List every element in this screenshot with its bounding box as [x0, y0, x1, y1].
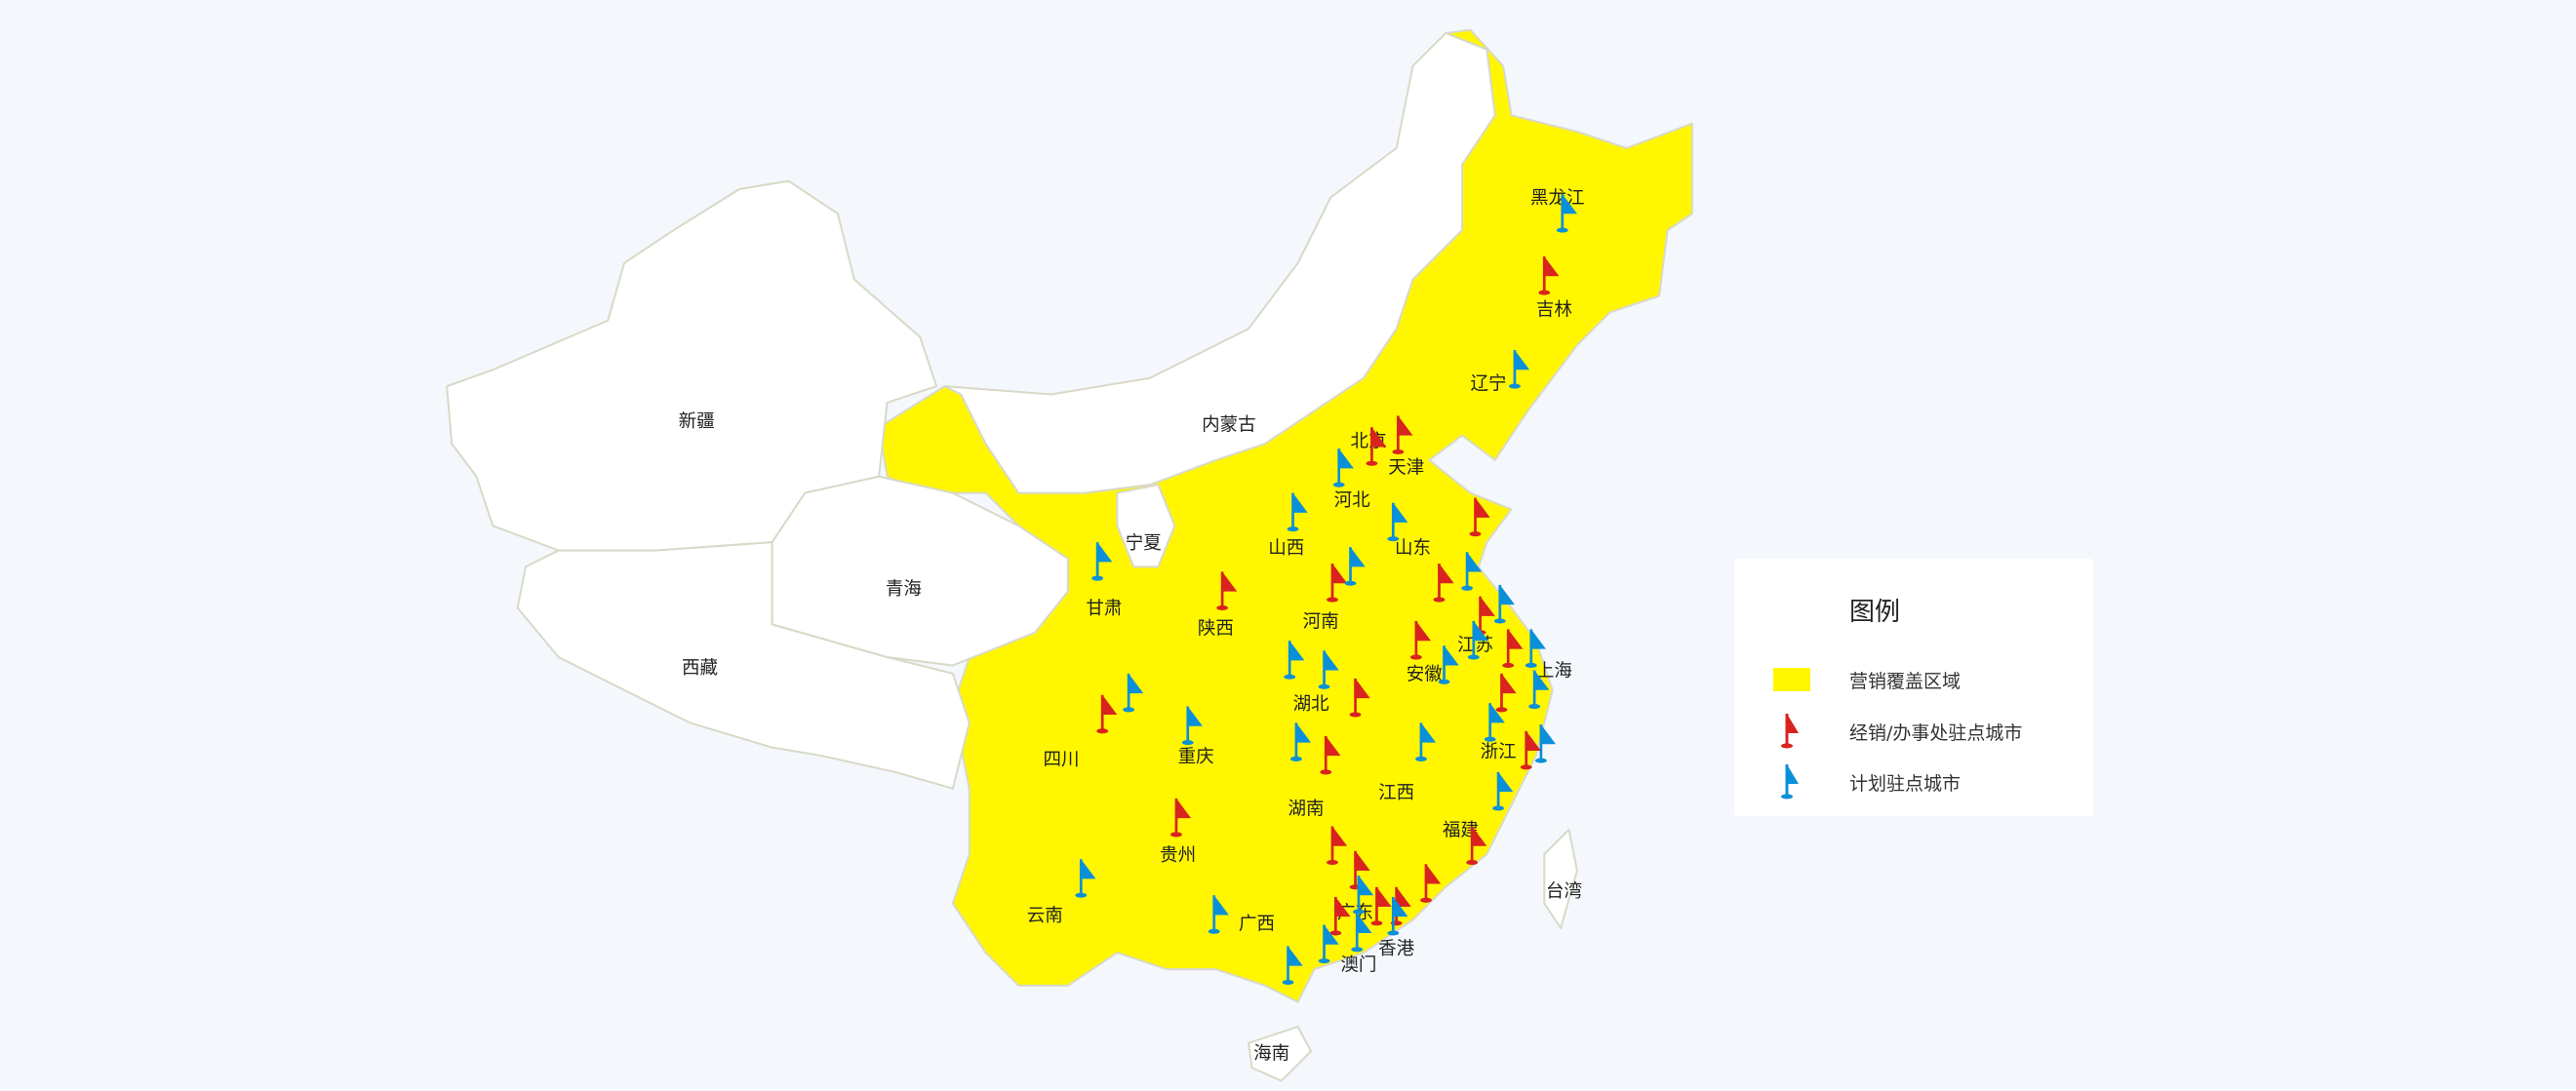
legend-title: 图例	[1849, 598, 1901, 627]
province-label: 贵州	[1160, 845, 1196, 866]
province-label: 安徽	[1407, 665, 1444, 685]
province-label: 海南	[1253, 1044, 1289, 1065]
province-regions	[446, 28, 1693, 1082]
uncovered-region	[771, 475, 1069, 667]
legend: 图例 营销覆盖区域 经销/办事处驻点城市 计划驻点城市	[1734, 559, 2093, 816]
legend-item-planned: 计划驻点城市	[1773, 763, 1961, 800]
province-label: 宁夏	[1126, 533, 1162, 554]
red-flag-icon	[1469, 497, 1490, 537]
province-label: 吉林	[1536, 300, 1572, 321]
red-flag-icon	[1329, 896, 1351, 936]
blue-flag-icon	[1415, 722, 1437, 761]
province-label: 内蒙古	[1202, 415, 1256, 436]
city-flags	[1075, 194, 1577, 986]
province-label: 香港	[1378, 939, 1415, 959]
province-label: 辽宁	[1470, 373, 1506, 394]
province-label: 云南	[1027, 906, 1063, 926]
blue-flag-icon	[1332, 448, 1354, 487]
blue-flag-icon	[1282, 946, 1303, 986]
red-flag-icon	[1320, 735, 1341, 775]
uncovered-region	[446, 179, 938, 552]
blue-flag-icon	[1781, 764, 1799, 799]
province-label: 浙江	[1481, 742, 1517, 762]
province-label: 甘肃	[1086, 599, 1122, 619]
red-flag-icon	[1170, 798, 1192, 838]
province-label: 广西	[1239, 915, 1275, 935]
province-label: 青海	[886, 579, 922, 600]
legend-label: 计划驻点城市	[1849, 772, 1962, 795]
province-label: 天津	[1388, 457, 1424, 478]
province-label: 江西	[1378, 783, 1414, 803]
legend-label: 经销/办事处驻点城市	[1849, 721, 2023, 744]
red-flag-icon	[1495, 673, 1517, 713]
uncovered-region	[943, 31, 1496, 494]
blue-flag-icon	[1091, 542, 1113, 581]
red-flag-icon	[1520, 730, 1541, 770]
province-label: 四川	[1044, 750, 1080, 770]
blue-flag-icon	[1075, 859, 1096, 898]
legend-item-coverage: 营销覆盖区域	[1773, 661, 1961, 698]
uncovered-region	[1116, 484, 1176, 568]
province-label: 西藏	[682, 658, 718, 679]
blue-flag-icon	[1344, 547, 1366, 586]
blue-flag-icon	[1534, 724, 1557, 763]
red-flag-icon	[1781, 714, 1799, 749]
province-label: 台湾	[1546, 881, 1582, 902]
province-label: 河北	[1334, 490, 1371, 511]
province-label: 湖南	[1288, 799, 1325, 820]
blue-flag-icon	[1492, 771, 1514, 811]
blue-flag-icon	[1318, 924, 1339, 964]
blue-flag-icon	[1438, 645, 1459, 684]
blue-flag-icon	[1287, 492, 1308, 532]
province-label: 山西	[1268, 538, 1304, 559]
legend-label: 营销覆盖区域	[1849, 670, 1962, 692]
yellow-swatch	[1773, 668, 1810, 691]
province-label: 山东	[1395, 538, 1431, 559]
uncovered-region	[1543, 828, 1578, 929]
blue-flag-icon	[1467, 620, 1488, 660]
blue-flag-icon	[1208, 895, 1229, 934]
province-label: 陕西	[1198, 618, 1234, 639]
blue-flag-icon	[1290, 722, 1312, 761]
province-label: 新疆	[679, 411, 715, 432]
province-label: 湖北	[1293, 694, 1330, 715]
blue-flag-icon	[1556, 194, 1577, 233]
red-flag-icon	[1409, 620, 1432, 660]
province-label: 澳门	[1340, 955, 1376, 976]
blue-flag-icon	[1493, 584, 1515, 624]
red-flag-icon	[1466, 826, 1487, 866]
province-label: 河南	[1303, 612, 1339, 633]
red-flag-icon	[1502, 629, 1524, 668]
uncovered-region	[1248, 1025, 1313, 1082]
red-flag-icon	[1370, 886, 1392, 926]
province-label: 黑龙江	[1530, 188, 1585, 209]
province-label: 福建	[1443, 821, 1479, 841]
uncovered-region	[516, 541, 971, 790]
province-label: 重庆	[1178, 747, 1214, 767]
blue-flag-icon	[1387, 896, 1408, 936]
province-label: 上海	[1536, 661, 1572, 682]
legend-item-dealer: 经销/办事处驻点城市	[1773, 713, 2022, 750]
